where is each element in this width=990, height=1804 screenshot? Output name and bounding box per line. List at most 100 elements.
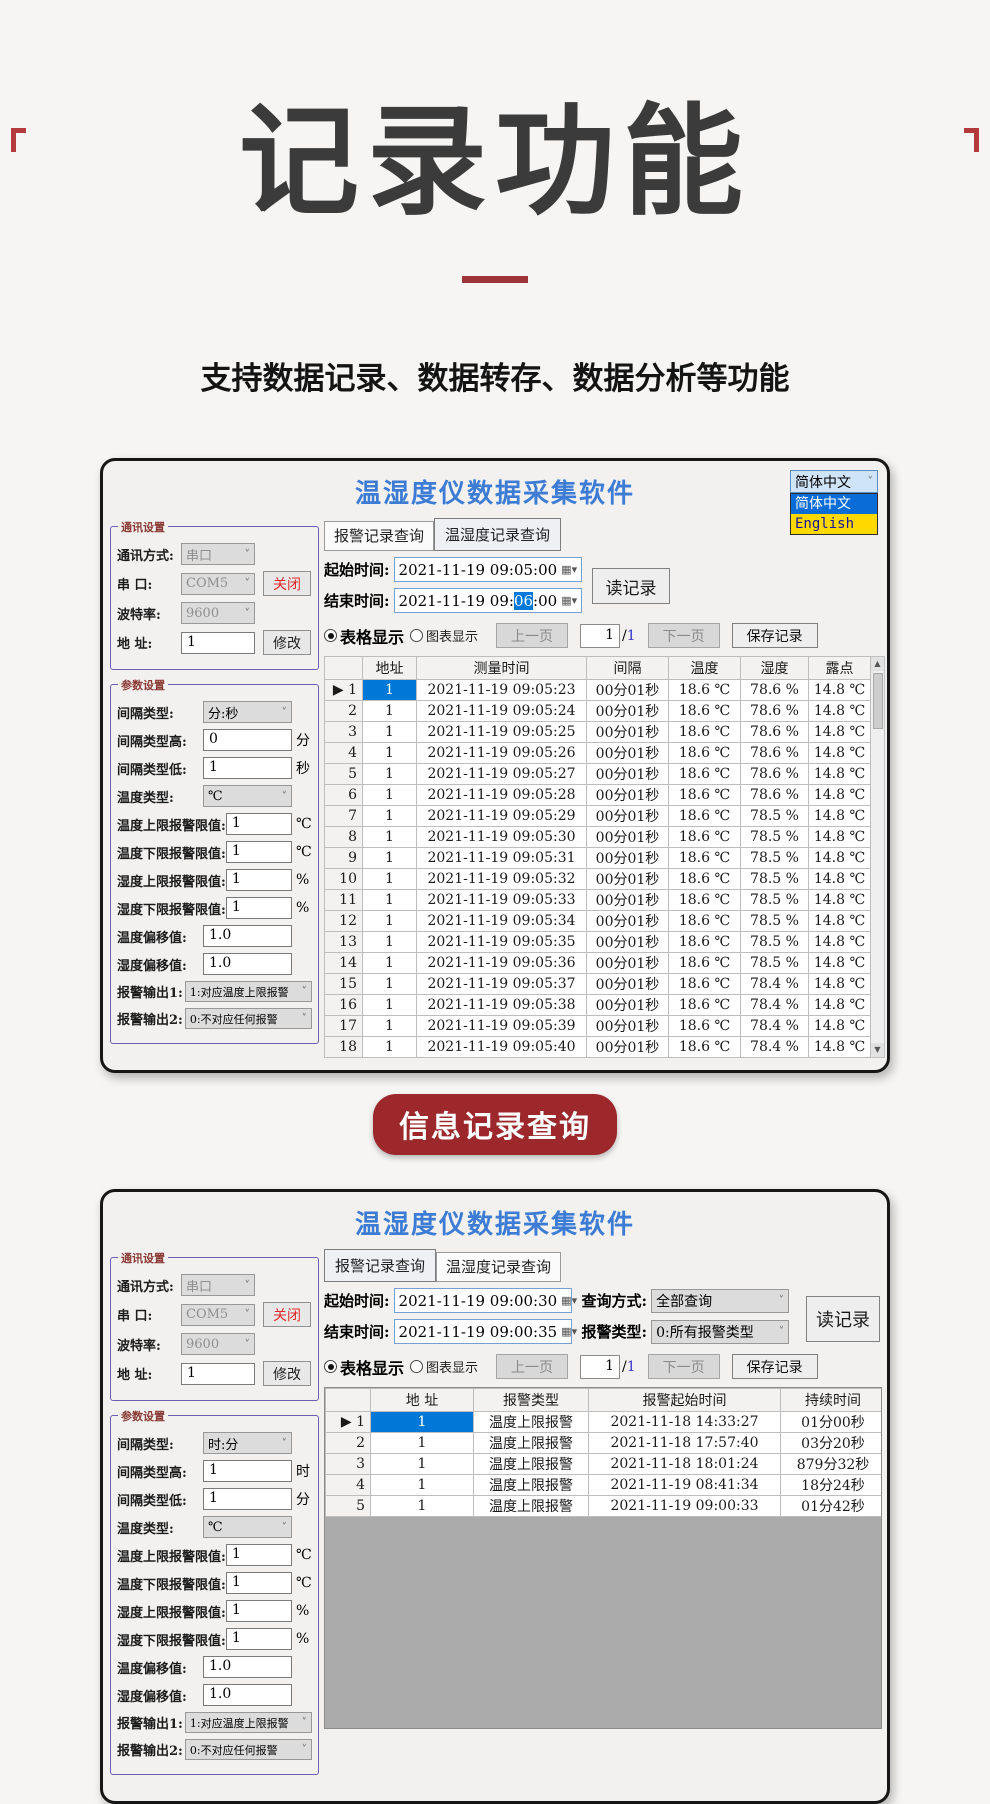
language-select[interactable]: 简体中文 ˅ xyxy=(790,470,878,493)
input-interval-low[interactable]: 1 xyxy=(203,757,292,779)
cell-temperature[interactable]: 18.6 ℃ xyxy=(668,1036,741,1058)
cell-address[interactable]: 1 xyxy=(370,1495,474,1517)
scroll-down-icon[interactable]: ▼ xyxy=(871,1043,884,1057)
cell-humidity[interactable]: 78.4 % xyxy=(740,994,809,1016)
cell-humidity[interactable]: 78.5 % xyxy=(740,910,809,932)
cell-dew-point[interactable]: 14.8 ℃ xyxy=(808,931,871,953)
cell-temperature[interactable]: 18.6 ℃ xyxy=(668,952,741,974)
tab-alarm-record-query[interactable]: 报警记录查询 xyxy=(324,521,435,551)
cell-measure-time[interactable]: 2021-11-19 09:05:23 xyxy=(416,679,587,701)
dropdown-interval-type[interactable]: 分:秒 ˅ xyxy=(203,701,292,723)
row-header[interactable]: 2 xyxy=(324,700,363,722)
language-option-english[interactable]: English xyxy=(791,514,877,534)
cell-duration[interactable]: 01分42秒 xyxy=(780,1495,881,1517)
dropdown-interval-type[interactable]: 时:分 ˅ xyxy=(203,1432,292,1454)
dropdown-serial-port[interactable]: COM5 ˅ xyxy=(181,572,255,595)
cell-measure-time[interactable]: 2021-11-19 09:05:27 xyxy=(416,763,587,785)
page-number-input[interactable]: 1 xyxy=(580,623,621,648)
prev-page-button[interactable]: 上一页 xyxy=(496,1354,569,1379)
table-row[interactable]: 8 1 2021-11-19 09:05:30 00分01秒 18.6 ℃ 78.5 % 1… xyxy=(324,826,871,848)
input-temp-high-limit[interactable]: 1 xyxy=(225,813,292,835)
cell-humidity[interactable]: 78.5 % xyxy=(740,805,809,827)
cell-dew-point[interactable]: 14.8 ℃ xyxy=(808,700,871,722)
table-row[interactable]: 11 1 2021-11-19 09:05:33 00分01秒 18.6 ℃ 78.5 %… xyxy=(324,889,871,911)
cell-measure-time[interactable]: 2021-11-19 09:05:37 xyxy=(416,973,587,995)
cell-measure-time[interactable]: 2021-11-19 09:05:40 xyxy=(416,1036,587,1058)
cell-humidity[interactable]: 78.5 % xyxy=(740,868,809,890)
read-records-button[interactable]: 读记录 xyxy=(592,568,670,604)
alarm-type-select[interactable]: 0:所有报警类型 ˅ xyxy=(651,1319,790,1344)
input-interval-low[interactable]: 1 xyxy=(203,1488,292,1510)
cell-measure-time[interactable]: 2021-11-19 09:05:32 xyxy=(416,868,587,890)
input-hum-high-limit[interactable]: 1 xyxy=(225,869,292,891)
dropdown-alarm-output-1[interactable]: 1:对应温度上限报警 ˅ xyxy=(184,1712,312,1733)
column-header-interval[interactable]: 间隔 xyxy=(586,656,669,680)
cell-measure-time[interactable]: 2021-11-19 09:05:31 xyxy=(416,847,587,869)
cell-address[interactable]: 1 xyxy=(370,1453,474,1475)
start-time-field[interactable]: 2021-11-19 09:05:00 ▦▾ xyxy=(393,557,582,582)
cell-interval[interactable]: 00分01秒 xyxy=(586,889,669,911)
next-page-button[interactable]: 下一页 xyxy=(647,623,720,648)
cell-address[interactable]: 1 xyxy=(370,1411,474,1433)
table-row[interactable]: 10 1 2021-11-19 09:05:32 00分01秒 18.6 ℃ 78.5 %… xyxy=(324,868,871,890)
cell-humidity[interactable]: 78.5 % xyxy=(740,889,809,911)
close-port-button[interactable]: 关闭 xyxy=(263,571,311,596)
row-header[interactable]: 9 xyxy=(324,847,363,869)
cell-interval[interactable]: 00分01秒 xyxy=(586,826,669,848)
cell-measure-time[interactable]: 2021-11-19 09:05:24 xyxy=(416,700,587,722)
cell-interval[interactable]: 00分01秒 xyxy=(586,931,669,953)
save-records-button[interactable]: 保存记录 xyxy=(731,623,818,648)
input-address[interactable]: 1 xyxy=(181,1362,255,1385)
cell-humidity[interactable]: 78.5 % xyxy=(740,931,809,953)
cell-dew-point[interactable]: 14.8 ℃ xyxy=(808,721,871,743)
cell-alarm-start-time[interactable]: 2021-11-18 14:33:27 xyxy=(588,1411,781,1433)
row-header[interactable]: 6 xyxy=(324,784,363,806)
table-row[interactable]: 13 1 2021-11-19 09:05:35 00分01秒 18.6 ℃ 78.5 %… xyxy=(324,931,871,953)
cell-measure-time[interactable]: 2021-11-19 09:05:35 xyxy=(416,931,587,953)
tab-temp-humidity-record-query[interactable]: 温湿度记录查询 xyxy=(436,1252,562,1282)
calendar-dropdown-icon[interactable]: ▦▾ xyxy=(561,1294,578,1307)
dropdown-alarm-output-2[interactable]: 0:不对应任何报警 ˅ xyxy=(184,1008,312,1029)
modify-address-button[interactable]: 修改 xyxy=(263,1361,311,1386)
cell-temperature[interactable]: 18.6 ℃ xyxy=(668,910,741,932)
table-row[interactable]: 17 1 2021-11-19 09:05:39 00分01秒 18.6 ℃ 78.4 %… xyxy=(324,1015,871,1037)
table-display-radio[interactable] xyxy=(324,629,337,642)
chart-display-radio[interactable] xyxy=(410,629,424,642)
cell-address[interactable]: 1 xyxy=(362,679,417,701)
input-temp-offset[interactable]: 1.0 xyxy=(203,925,292,947)
end-time-field[interactable]: 2021-11-19 09:06:00 ▦▾ xyxy=(393,588,582,613)
table-row[interactable]: ▶ 1 1 温度上限报警 2021-11-18 14:33:27 01分00秒 xyxy=(325,1411,881,1433)
row-header[interactable]: 16 xyxy=(324,994,363,1016)
scrollbar-thumb[interactable] xyxy=(872,673,883,729)
input-temp-offset[interactable]: 1.0 xyxy=(203,1656,292,1678)
cell-alarm-type[interactable]: 温度上限报警 xyxy=(473,1411,589,1433)
calendar-dropdown-icon[interactable]: ▦▾ xyxy=(561,563,578,576)
cell-temperature[interactable]: 18.6 ℃ xyxy=(668,805,741,827)
cell-dew-point[interactable]: 14.8 ℃ xyxy=(808,994,871,1016)
table-display-radio[interactable] xyxy=(324,1360,337,1373)
table-row[interactable]: 5 1 2021-11-19 09:05:27 00分01秒 18.6 ℃ 78.6 % 1… xyxy=(324,763,871,785)
cell-temperature[interactable]: 18.6 ℃ xyxy=(668,994,741,1016)
cell-address[interactable]: 1 xyxy=(370,1432,474,1454)
cell-humidity[interactable]: 78.6 % xyxy=(740,700,809,722)
table-row[interactable]: 16 1 2021-11-19 09:05:38 00分01秒 18.6 ℃ 78.4 %… xyxy=(324,994,871,1016)
table-scrollbar[interactable]: ▲ ▼ xyxy=(871,656,885,1058)
column-header-temperature[interactable]: 温度 xyxy=(668,656,741,680)
input-address[interactable]: 1 xyxy=(181,631,255,654)
row-header[interactable]: 4 xyxy=(324,742,363,764)
row-header[interactable]: 12 xyxy=(324,910,363,932)
row-header[interactable]: 5 xyxy=(325,1495,371,1517)
cell-humidity[interactable]: 78.6 % xyxy=(740,742,809,764)
dropdown-serial-port[interactable]: COM5 ˅ xyxy=(181,1303,255,1326)
row-header[interactable]: 3 xyxy=(325,1453,371,1475)
cell-temperature[interactable]: 18.6 ℃ xyxy=(668,700,741,722)
cell-dew-point[interactable]: 14.8 ℃ xyxy=(808,973,871,995)
cell-temperature[interactable]: 18.6 ℃ xyxy=(668,742,741,764)
cell-humidity[interactable]: 78.6 % xyxy=(740,679,809,701)
chart-display-radio[interactable] xyxy=(410,1360,424,1373)
cell-duration[interactable]: 18分24秒 xyxy=(780,1474,881,1496)
row-header[interactable]: ▶ 1 xyxy=(325,1411,371,1433)
table-row[interactable]: 15 1 2021-11-19 09:05:37 00分01秒 18.6 ℃ 78.4 %… xyxy=(324,973,871,995)
row-header[interactable]: 5 xyxy=(324,763,363,785)
input-hum-offset[interactable]: 1.0 xyxy=(203,1684,292,1706)
